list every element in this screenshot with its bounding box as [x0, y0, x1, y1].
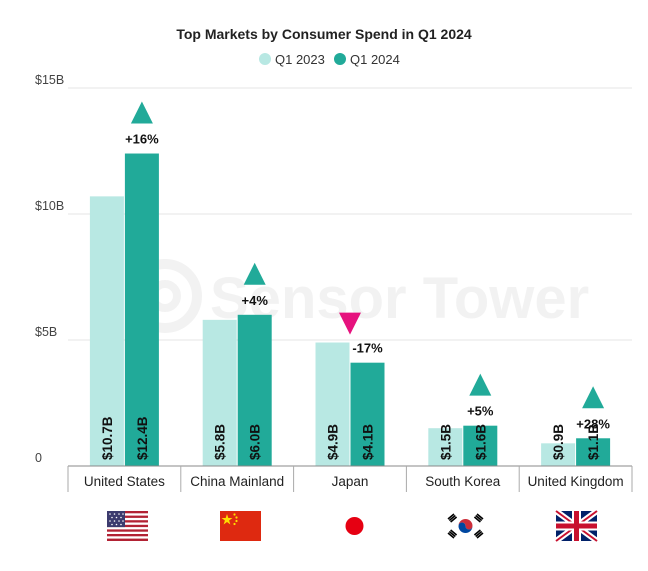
bar-q1-2024 — [124, 153, 159, 466]
kr-flag-icon — [445, 511, 486, 541]
watermark-text: Sensor Tower — [210, 266, 589, 331]
up-arrow-icon — [130, 101, 153, 124]
watermark: Sensor Tower — [128, 259, 589, 333]
bar-q1-2023 — [89, 196, 124, 467]
bar-value-label: $1.5B — [438, 424, 453, 460]
legend-label-q1-2024: Q1 2024 — [350, 52, 400, 67]
bar-value-label: $4.1B — [361, 424, 376, 460]
y-tick-label: $10B — [35, 199, 64, 213]
up-arrow-icon — [243, 262, 266, 285]
legend-swatch-q1-2023 — [259, 53, 271, 65]
bar-q1-2023 — [315, 342, 350, 466]
bar-value-label: $5.8B — [213, 424, 228, 460]
cn-flag-icon — [220, 511, 261, 541]
up-arrow-icon — [469, 373, 492, 396]
change-label: +5% — [467, 404, 494, 419]
legend-label-q1-2023: Q1 2023 — [275, 52, 325, 67]
chart-title: Top Markets by Consumer Spend in Q1 2024 — [176, 26, 472, 42]
jp-flag-icon — [334, 511, 375, 541]
x-tick-label: United Kingdom — [528, 474, 624, 489]
bar-q1-2023 — [202, 319, 237, 466]
change-label: -17% — [352, 341, 383, 356]
y-tick-label: $15B — [35, 73, 64, 87]
bar-q1-2024 — [350, 362, 385, 466]
y-tick-label: $5B — [35, 325, 57, 339]
legend-item-q1-2024: Q1 2024 — [334, 52, 400, 67]
bar-q1-2023 — [541, 443, 576, 466]
bar-q1-2024 — [237, 314, 272, 466]
change-annotations: +16% +4% -17% +5% +28% — [125, 101, 610, 431]
x-tick-label: United States — [84, 474, 165, 489]
bar-q1-2023 — [428, 428, 463, 466]
bar-value-label: $1.1B — [586, 424, 601, 460]
bar-value-label: $1.6B — [473, 424, 488, 460]
change-label: +4% — [242, 293, 269, 308]
bar-value-label: $4.9B — [326, 424, 341, 460]
x-tick-label: South Korea — [425, 474, 501, 489]
flag-row — [107, 508, 599, 544]
down-arrow-icon — [339, 312, 361, 335]
us-flag-icon — [107, 511, 148, 541]
bar-value-label: $0.9B — [551, 424, 566, 460]
bar-value-label: $10.7B — [100, 416, 115, 460]
grid — [68, 87, 632, 341]
bars: $10.7B $12.4B $5.8B $6.0B $4.9B $4.1B $1.5B $1.… — [89, 153, 611, 467]
bar-value-label: $6.0B — [248, 424, 263, 460]
x-axis: United States China Mainland Japan South Ko… — [67, 465, 633, 492]
legend: Q1 2023 Q1 2024 — [259, 52, 400, 67]
gb-flag-icon — [554, 508, 599, 544]
bar-q1-2024 — [463, 425, 498, 466]
change-label: +16% — [125, 132, 159, 147]
x-tick-label: Japan — [332, 474, 369, 489]
y-tick-label: 0 — [35, 451, 42, 465]
bar-q1-2024 — [576, 438, 611, 466]
x-tick-label: China Mainland — [190, 474, 284, 489]
y-axis-ticks: 0 $5B $10B $15B — [35, 73, 64, 465]
bar-value-label: $12.4B — [135, 416, 150, 460]
up-arrow-icon — [582, 386, 605, 409]
legend-swatch-q1-2024 — [334, 53, 346, 65]
legend-item-q1-2023: Q1 2023 — [259, 52, 325, 67]
change-label: +28% — [576, 416, 610, 431]
